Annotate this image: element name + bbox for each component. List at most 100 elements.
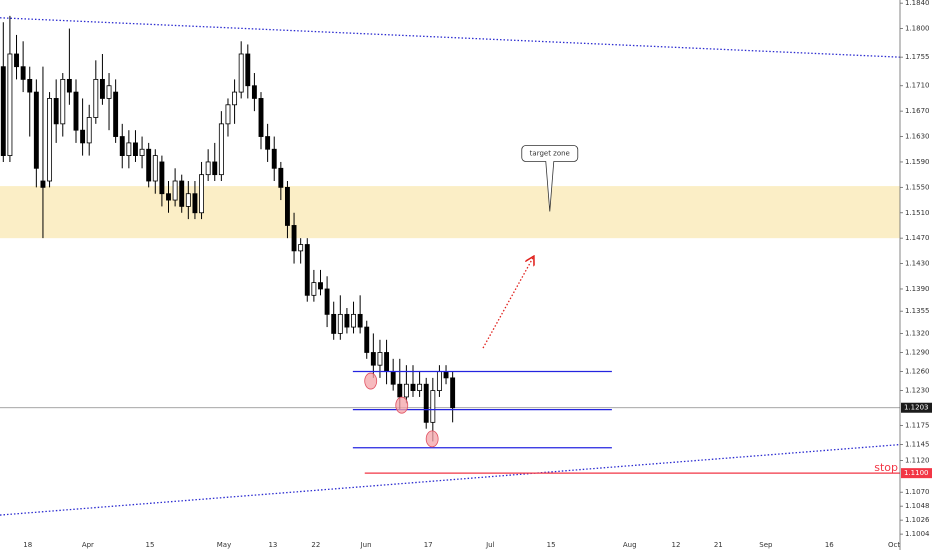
pivot-marker (395, 396, 409, 414)
candle-body (7, 53, 13, 157)
y-tick-label: 1.1070 (905, 488, 930, 496)
candle-body (0, 66, 6, 157)
candle-body (384, 352, 390, 372)
candle-body (331, 313, 337, 334)
candle-body (99, 78, 105, 99)
candle-body (212, 161, 218, 176)
stop-text: stop (874, 461, 898, 474)
y-tick-label: 1.1320 (905, 329, 930, 337)
x-tick-label: Jul (485, 541, 495, 549)
y-tick-label: 1.1630 (905, 133, 930, 141)
candle-body (370, 352, 376, 366)
y-tick-label: 1.1145 (905, 441, 930, 449)
candle-body (410, 383, 416, 391)
candle-body (397, 383, 403, 398)
candle-body (73, 91, 79, 131)
candle-body (93, 78, 99, 118)
candle-body (172, 180, 178, 201)
y-tick-label: 1.1260 (905, 368, 930, 376)
candle-body (291, 225, 297, 252)
x-tick-label: Aug (623, 541, 637, 549)
trendline (0, 17, 901, 58)
y-tick-label: 1.1048 (905, 502, 930, 510)
y-tick-label: 1.1710 (905, 82, 930, 90)
pivot-marker (425, 430, 439, 448)
candle-body (403, 383, 409, 398)
candle-body (324, 288, 330, 315)
candle-body (119, 136, 125, 157)
candle-body (443, 371, 449, 379)
candle-body (357, 313, 363, 328)
y-tick-label: 1.1430 (905, 260, 930, 268)
candle-body (40, 180, 46, 188)
candle-body (377, 352, 383, 366)
trendline (0, 443, 901, 516)
x-tick-label: 15 (146, 541, 155, 549)
y-tick-label: 1.1390 (905, 285, 930, 293)
candle-body (232, 91, 238, 106)
candle-body (258, 98, 264, 137)
axis-panel (900, 0, 932, 550)
candle-body (33, 91, 39, 169)
y-tick-label: 1.1670 (905, 107, 930, 115)
candle-body (225, 104, 231, 125)
y-tick-label: 1.1590 (905, 158, 930, 166)
candle-body (298, 244, 304, 252)
y-tick-label: 1.1120 (905, 456, 930, 464)
x-tick-label: Apr (82, 541, 94, 549)
stop-price-box (901, 468, 932, 479)
candle-body (106, 85, 112, 99)
x-tick-label: 16 (825, 541, 834, 549)
x-tick-label: 22 (311, 541, 320, 549)
candle-body (311, 282, 317, 296)
y-tick-label: 1.1840 (905, 0, 930, 7)
candle-body (60, 78, 66, 125)
callout-text: target zone (530, 149, 570, 157)
y-tick-label: 1.1755 (905, 53, 930, 61)
candle-body (47, 98, 53, 182)
last-price-label: 1.1203 (904, 404, 929, 412)
candle-body (139, 148, 145, 157)
y-tick-label: 1.1510 (905, 209, 930, 217)
candle-body (185, 193, 191, 207)
candle-body (20, 66, 26, 80)
candle-body (205, 161, 211, 176)
candle-body (113, 91, 119, 137)
candle-body (284, 186, 290, 226)
x-tick-label: May (217, 541, 231, 549)
candle-body (304, 244, 310, 296)
candle-body (166, 193, 171, 201)
candle-body (179, 180, 185, 207)
candle-body (53, 98, 59, 125)
x-tick-label: Oct (888, 541, 900, 549)
x-tick-label: 15 (547, 541, 556, 549)
candle-body (390, 371, 396, 385)
candle-body (146, 148, 152, 182)
candle-body (364, 326, 370, 353)
candle-body (199, 174, 204, 214)
candle-body (86, 117, 92, 144)
candle-body (159, 161, 165, 195)
x-tick-label: 12 (672, 541, 681, 549)
callout-box (521, 145, 579, 212)
x-tick-label: 17 (424, 541, 433, 549)
candle-body (27, 78, 33, 93)
x-tick-label: 13 (268, 541, 277, 549)
x-tick-label: Jun (360, 541, 372, 549)
last-price-box (901, 402, 932, 413)
candle-body (126, 142, 132, 157)
y-tick-label: 1.1355 (905, 307, 930, 315)
candle-body (245, 53, 251, 87)
y-tick-label: 1.1800 (905, 25, 930, 33)
candle-body (271, 148, 277, 169)
candle-body (80, 129, 86, 144)
x-tick-label: Sep (759, 541, 773, 549)
y-tick-label: 1.1026 (905, 516, 930, 524)
y-tick-label: 1.1004 (905, 530, 930, 538)
candle-body (430, 390, 436, 423)
y-tick-label: 1.1470 (905, 234, 930, 242)
x-tick-label: 21 (714, 541, 723, 549)
candle-body (450, 377, 456, 409)
candle-body (417, 383, 423, 391)
